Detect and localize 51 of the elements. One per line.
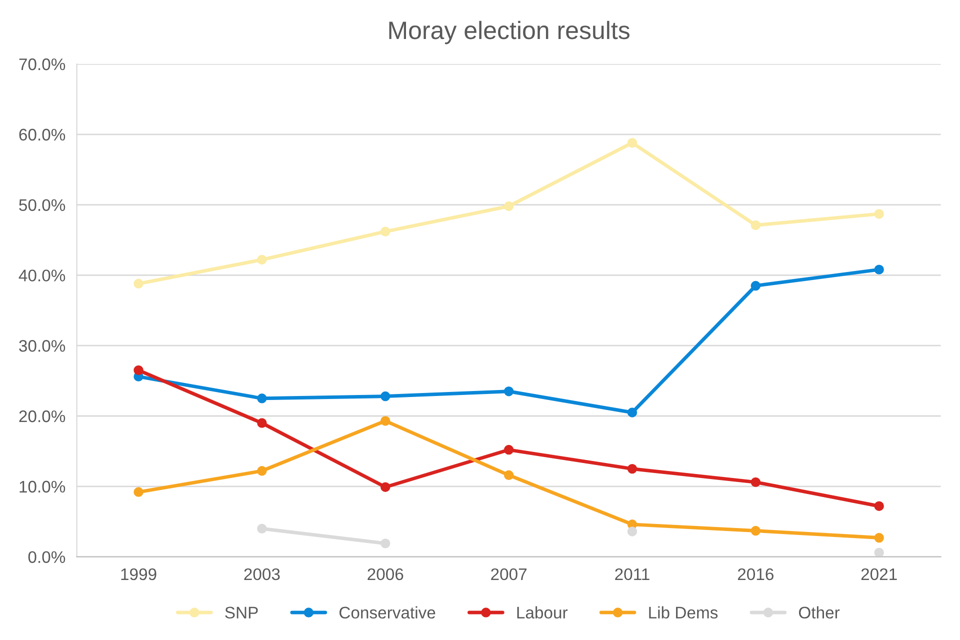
- chart-title: Moray election results: [389, 20, 630, 44]
- point: [504, 386, 514, 396]
- point: [750, 220, 761, 230]
- point: [380, 482, 390, 492]
- point: [750, 477, 761, 488]
- x-tick-label: 2003: [244, 568, 280, 580]
- point: [134, 365, 144, 376]
- point: [134, 487, 144, 497]
- point: [874, 548, 884, 557]
- legend-label: Lib Dems: [649, 606, 718, 619]
- y-tick-label: 70.0%: [19, 58, 66, 70]
- point: [627, 464, 638, 474]
- point: [257, 394, 267, 404]
- point: [627, 408, 638, 418]
- legend-label: SNP: [225, 606, 258, 619]
- y-tick-label: 60.0%: [19, 128, 66, 141]
- legend-label: Conservative: [340, 606, 436, 619]
- y-tick-label: 50.0%: [19, 199, 66, 212]
- x-tick-label: 2011: [615, 568, 650, 580]
- point: [504, 201, 514, 212]
- point: [380, 538, 390, 548]
- point: [257, 254, 267, 265]
- point: [257, 466, 267, 476]
- x-tick-label: 2021: [861, 568, 897, 580]
- point: [504, 470, 514, 480]
- point: [874, 532, 884, 543]
- point: [380, 226, 390, 236]
- point: [257, 418, 267, 428]
- point: [380, 416, 390, 426]
- point: [750, 526, 761, 536]
- point: [874, 209, 884, 219]
- x-tick-label: 2007: [491, 568, 527, 580]
- point: [627, 138, 638, 148]
- y-tick-label: 10.0%: [20, 480, 66, 493]
- point: [627, 526, 638, 536]
- y-tick-label: 0.0%: [28, 551, 66, 564]
- x-tick-label: 2016: [738, 568, 774, 580]
- x-tick-label: 1999: [121, 568, 156, 580]
- point: [257, 524, 267, 534]
- point: [874, 264, 884, 274]
- x-tick-label: 2006: [368, 568, 404, 580]
- y-tick-label: 40.0%: [18, 270, 66, 282]
- y-tick-label: 20.0%: [19, 410, 66, 422]
- point: [874, 501, 884, 511]
- point: [134, 278, 144, 289]
- legend-label: Labour: [517, 606, 568, 619]
- point: [380, 391, 390, 402]
- legend-label: Other: [798, 606, 840, 619]
- point: [504, 444, 514, 455]
- point: [750, 280, 761, 291]
- y-tick-label: 30.0%: [19, 340, 66, 352]
